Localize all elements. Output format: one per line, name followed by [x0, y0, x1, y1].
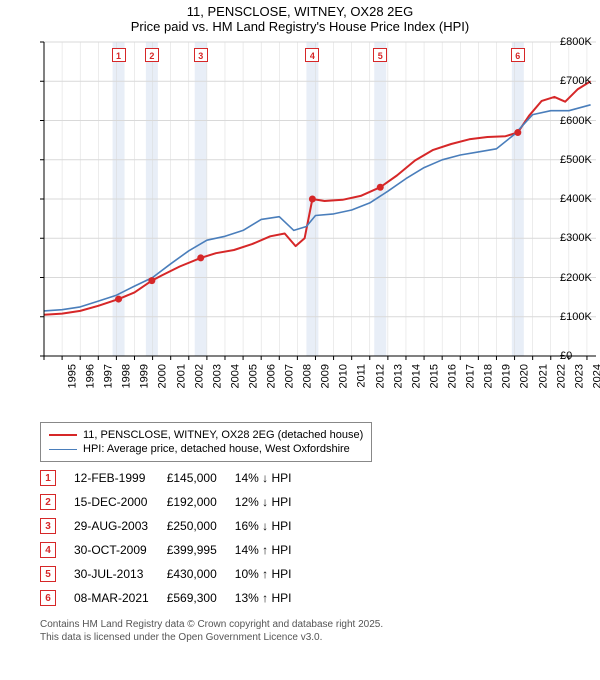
x-tick-label: 2003 [211, 364, 223, 388]
tx-badge: 5 [40, 566, 56, 582]
marker-badge: 2 [145, 48, 159, 62]
tx-date: 29-AUG-2003 [74, 514, 167, 538]
y-tick-label: £0 [560, 350, 598, 362]
tx-badge: 6 [40, 590, 56, 606]
y-tick-label: £700K [560, 75, 598, 87]
footer-line2: This data is licensed under the Open Gov… [40, 631, 600, 644]
legend: 11, PENSCLOSE, WITNEY, OX28 2EG (detache… [40, 422, 372, 462]
x-tick-label: 2013 [392, 364, 404, 388]
legend-item: HPI: Average price, detached house, West… [49, 443, 363, 455]
y-tick-label: £100K [560, 311, 598, 323]
title-line1: 11, PENSCLOSE, WITNEY, OX28 2EG [0, 4, 600, 19]
legend-label: 11, PENSCLOSE, WITNEY, OX28 2EG (detache… [83, 429, 363, 441]
tx-date: 15-DEC-2000 [74, 490, 167, 514]
table-row: 1 12-FEB-1999£145,00014% ↓ HPI [40, 466, 309, 490]
tx-delta: 14% ↓ HPI [235, 466, 310, 490]
x-tick-label: 2023 [573, 364, 585, 388]
tx-price: £569,300 [167, 586, 235, 610]
transactions-table: 1 12-FEB-1999£145,00014% ↓ HPI 2 15-DEC-200… [40, 466, 309, 610]
tx-delta: 14% ↑ HPI [235, 538, 310, 562]
tx-delta: 12% ↓ HPI [235, 490, 310, 514]
x-tick-label: 1998 [121, 364, 133, 388]
x-tick-label: 2008 [302, 364, 314, 388]
tx-date: 12-FEB-1999 [74, 466, 167, 490]
x-tick-label: 2019 [501, 364, 513, 388]
x-tick-label: 2001 [175, 364, 187, 388]
legend-item: 11, PENSCLOSE, WITNEY, OX28 2EG (detache… [49, 429, 363, 441]
x-tick-label: 2009 [320, 364, 332, 388]
tx-price: £399,995 [167, 538, 235, 562]
tx-price: £192,000 [167, 490, 235, 514]
x-tick-label: 2007 [284, 364, 296, 388]
table-row: 5 30-JUL-2013£430,00010% ↑ HPI [40, 562, 309, 586]
x-tick-label: 2011 [355, 364, 367, 388]
y-tick-label: £200K [560, 272, 598, 284]
footer: Contains HM Land Registry data © Crown c… [40, 618, 600, 644]
marker-badge: 5 [373, 48, 387, 62]
tx-price: £430,000 [167, 562, 235, 586]
marker-badge: 4 [305, 48, 319, 62]
tx-date: 08-MAR-2021 [74, 586, 167, 610]
y-tick-label: £400K [560, 193, 598, 205]
legend-swatch [49, 434, 77, 436]
y-tick-label: £300K [560, 232, 598, 244]
x-tick-label: 2017 [465, 364, 477, 388]
y-tick-label: £600K [560, 115, 598, 127]
tx-delta: 13% ↑ HPI [235, 586, 310, 610]
tx-date: 30-JUL-2013 [74, 562, 167, 586]
tx-price: £145,000 [167, 466, 235, 490]
x-tick-label: 2020 [519, 364, 531, 388]
x-tick-label: 1996 [85, 364, 97, 388]
tx-badge: 1 [40, 470, 56, 486]
chart-svg [0, 36, 600, 416]
tx-price: £250,000 [167, 514, 235, 538]
x-tick-label: 2021 [537, 364, 549, 388]
table-row: 3 29-AUG-2003£250,00016% ↓ HPI [40, 514, 309, 538]
x-tick-label: 2015 [428, 364, 440, 388]
tx-badge: 2 [40, 494, 56, 510]
x-tick-label: 2010 [338, 364, 350, 388]
x-tick-label: 2024 [591, 364, 600, 388]
x-tick-label: 1999 [139, 364, 151, 388]
x-tick-label: 2012 [374, 364, 386, 388]
x-tick-label: 2002 [193, 364, 205, 388]
x-tick-label: 2005 [247, 364, 259, 388]
tx-badge: 4 [40, 542, 56, 558]
title-line2: Price paid vs. HM Land Registry's House … [0, 19, 600, 34]
marker-badge: 6 [511, 48, 525, 62]
x-tick-label: 2016 [447, 364, 459, 388]
x-tick-label: 2004 [229, 364, 241, 388]
x-tick-label: 1995 [66, 364, 78, 388]
y-tick-label: £800K [560, 36, 598, 48]
marker-badge: 3 [194, 48, 208, 62]
legend-label: HPI: Average price, detached house, West… [83, 443, 350, 455]
x-tick-label: 1997 [103, 364, 115, 388]
x-tick-label: 2022 [555, 364, 567, 388]
footer-line1: Contains HM Land Registry data © Crown c… [40, 618, 600, 631]
x-tick-label: 2018 [483, 364, 495, 388]
table-row: 2 15-DEC-2000£192,00012% ↓ HPI [40, 490, 309, 514]
tx-delta: 10% ↑ HPI [235, 562, 310, 586]
y-tick-label: £500K [560, 154, 598, 166]
x-tick-label: 2014 [410, 364, 422, 388]
marker-badge: 1 [112, 48, 126, 62]
table-row: 6 08-MAR-2021£569,30013% ↑ HPI [40, 586, 309, 610]
chart-area: £0 £100K £200K £300K £400K £500K £600K £700K £80… [0, 36, 600, 416]
tx-delta: 16% ↓ HPI [235, 514, 310, 538]
legend-swatch [49, 449, 77, 450]
table-row: 4 30-OCT-2009£399,99514% ↑ HPI [40, 538, 309, 562]
chart-title-block: 11, PENSCLOSE, WITNEY, OX28 2EG Price pa… [0, 0, 600, 36]
x-tick-label: 2000 [157, 364, 169, 388]
x-tick-label: 2006 [266, 364, 278, 388]
tx-badge: 3 [40, 518, 56, 534]
tx-date: 30-OCT-2009 [74, 538, 167, 562]
